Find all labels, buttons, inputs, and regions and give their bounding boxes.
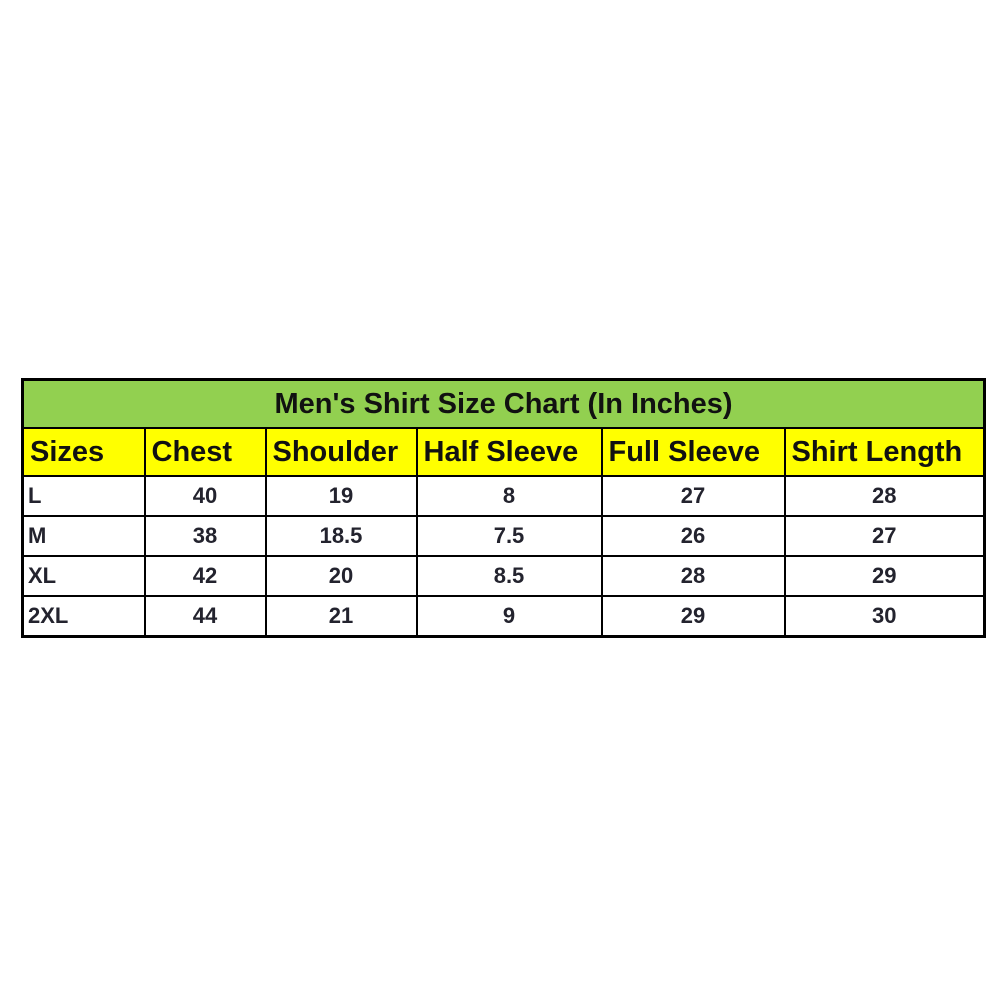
table-cell: 19 [264, 475, 418, 517]
column-header-shoulder: Shoulder [264, 427, 418, 477]
table-cell: 30 [783, 595, 986, 638]
table-cell: 29 [783, 555, 986, 597]
column-header-full-sleeve: Full Sleeve [600, 427, 786, 477]
table-cell: 27 [600, 475, 786, 517]
table-cell: 38 [143, 515, 267, 557]
table-cell: 44 [143, 595, 267, 638]
table-cell: 20 [264, 555, 418, 597]
table-row-m: M 38 18.5 7.5 26 27 [21, 515, 986, 557]
table-row-l: L 40 19 8 27 28 [21, 475, 986, 517]
size-chart-table: Men's Shirt Size Chart (In Inches) Sizes… [21, 378, 987, 638]
table-row-xl: XL 42 20 8.5 28 29 [21, 555, 986, 597]
table-cell: 8.5 [415, 555, 603, 597]
header-row: Sizes Chest Shoulder Half Sleeve Full Sleeve… [21, 427, 986, 477]
table-cell: 8 [415, 475, 603, 517]
size-label: XL [21, 555, 146, 597]
table-cell: 40 [143, 475, 267, 517]
table-cell: 9 [415, 595, 603, 638]
size-label: M [21, 515, 146, 557]
table-cell: 29 [600, 595, 786, 638]
table-cell: 21 [264, 595, 418, 638]
column-header-sizes: Sizes [21, 427, 146, 477]
table-cell: 7.5 [415, 515, 603, 557]
title-row: Men's Shirt Size Chart (In Inches) [21, 378, 986, 429]
size-label: L [21, 475, 146, 517]
table-cell: 27 [783, 515, 986, 557]
table-row-2xl: 2XL 44 21 9 29 30 [21, 595, 986, 638]
size-label: 2XL [21, 595, 146, 638]
table-cell: 42 [143, 555, 267, 597]
column-header-chest: Chest [143, 427, 267, 477]
chart-title: Men's Shirt Size Chart (In Inches) [21, 378, 986, 429]
column-header-shirt-length: Shirt Length [783, 427, 986, 477]
table-cell: 28 [783, 475, 986, 517]
table-cell: 28 [600, 555, 786, 597]
table-cell: 18.5 [264, 515, 418, 557]
table-cell: 26 [600, 515, 786, 557]
column-header-half-sleeve: Half Sleeve [415, 427, 603, 477]
